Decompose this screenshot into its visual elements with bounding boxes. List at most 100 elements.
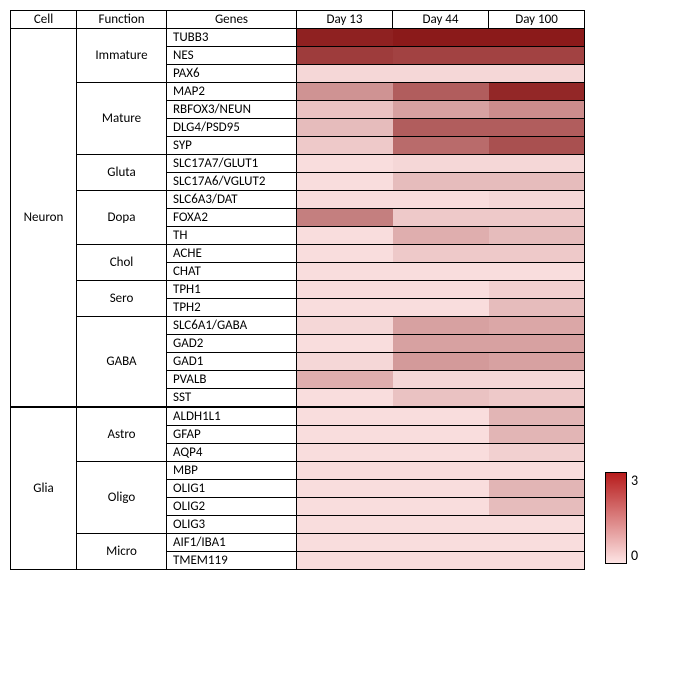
heat-cell xyxy=(489,245,585,263)
heat-cell xyxy=(393,281,489,299)
heat-cell xyxy=(489,101,585,119)
heat-cell xyxy=(489,480,585,498)
heat-cell xyxy=(393,173,489,191)
gene-label: AIF1/IBA1 xyxy=(167,534,297,552)
header-genes: Genes xyxy=(167,11,297,29)
heat-cell xyxy=(393,299,489,317)
gene-label: AQP4 xyxy=(167,444,297,462)
heat-cell xyxy=(297,245,393,263)
table-row: GlutaSLC17A7/GLUT1 xyxy=(11,155,585,173)
gene-label: TPH1 xyxy=(167,281,297,299)
function-label: Chol xyxy=(77,245,167,281)
heat-cell xyxy=(489,317,585,335)
heat-cell xyxy=(393,516,489,534)
header-func: Function xyxy=(77,11,167,29)
function-label: Micro xyxy=(77,534,167,570)
heat-cell xyxy=(489,516,585,534)
gene-label: TMEM119 xyxy=(167,552,297,570)
heat-cell xyxy=(393,191,489,209)
header-cell: Cell xyxy=(11,11,77,29)
heat-cell xyxy=(297,498,393,516)
table-row: MatureMAP2 xyxy=(11,83,585,101)
header-day100: Day 100 xyxy=(489,11,585,29)
gene-label: OLIG2 xyxy=(167,498,297,516)
heat-cell xyxy=(393,209,489,227)
gene-label: FOXA2 xyxy=(167,209,297,227)
heat-cell xyxy=(297,29,393,47)
heat-cell xyxy=(393,335,489,353)
heatmap-table: Cell Function Genes Day 13 Day 44 Day 10… xyxy=(10,10,585,570)
color-legend: 3 0 xyxy=(605,472,638,564)
heat-cell xyxy=(393,389,489,408)
heat-cell xyxy=(489,462,585,480)
function-label: Oligo xyxy=(77,462,167,534)
heat-cell xyxy=(297,263,393,281)
gene-label: PVALB xyxy=(167,371,297,389)
heat-cell xyxy=(297,299,393,317)
heat-cell xyxy=(489,534,585,552)
heat-cell xyxy=(489,155,585,173)
gene-label: GAD1 xyxy=(167,353,297,371)
gene-label: MAP2 xyxy=(167,83,297,101)
heat-cell xyxy=(393,137,489,155)
heat-cell xyxy=(393,245,489,263)
gene-label: TH xyxy=(167,227,297,245)
function-label: Dopa xyxy=(77,191,167,245)
heat-cell xyxy=(393,47,489,65)
table-row: MicroAIF1/IBA1 xyxy=(11,534,585,552)
header-day13: Day 13 xyxy=(297,11,393,29)
heat-cell xyxy=(489,335,585,353)
function-label: Immature xyxy=(77,29,167,83)
heat-cell xyxy=(489,426,585,444)
heat-cell xyxy=(393,119,489,137)
heat-cell xyxy=(393,407,489,426)
heat-cell xyxy=(489,407,585,426)
heat-cell xyxy=(297,191,393,209)
heat-cell xyxy=(297,47,393,65)
heat-cell xyxy=(489,498,585,516)
gene-label: DLG4/PSD95 xyxy=(167,119,297,137)
heat-cell xyxy=(297,534,393,552)
heat-cell xyxy=(393,371,489,389)
heat-cell xyxy=(297,83,393,101)
heat-cell xyxy=(393,462,489,480)
header-day44: Day 44 xyxy=(393,11,489,29)
heat-cell xyxy=(297,155,393,173)
function-label: GABA xyxy=(77,317,167,408)
heat-cell xyxy=(393,29,489,47)
legend-min: 0 xyxy=(631,547,638,564)
gene-label: OLIG3 xyxy=(167,516,297,534)
heat-cell xyxy=(297,480,393,498)
table-row: DopaSLC6A3/DAT xyxy=(11,191,585,209)
gene-label: MBP xyxy=(167,462,297,480)
heat-cell xyxy=(489,173,585,191)
heat-cell xyxy=(297,426,393,444)
heat-cell xyxy=(297,173,393,191)
heat-cell xyxy=(489,263,585,281)
heat-cell xyxy=(393,353,489,371)
heat-cell xyxy=(489,227,585,245)
gene-label: RBFOX3/NEUN xyxy=(167,101,297,119)
heat-cell xyxy=(297,516,393,534)
heat-cell xyxy=(297,407,393,426)
gene-label: NES xyxy=(167,47,297,65)
heat-cell xyxy=(297,389,393,408)
heat-cell xyxy=(297,209,393,227)
heat-cell xyxy=(393,227,489,245)
heat-cell xyxy=(393,263,489,281)
heat-cell xyxy=(297,65,393,83)
gene-label: SLC6A3/DAT xyxy=(167,191,297,209)
legend-max: 3 xyxy=(631,472,638,489)
heat-cell xyxy=(489,552,585,570)
heat-cell xyxy=(393,317,489,335)
heat-cell xyxy=(297,444,393,462)
function-label: Mature xyxy=(77,83,167,155)
heat-cell xyxy=(393,552,489,570)
heat-cell xyxy=(489,29,585,47)
cell-label: Glia xyxy=(11,407,77,570)
table-row: GABASLC6A1/GABA xyxy=(11,317,585,335)
heat-cell xyxy=(489,83,585,101)
gene-label: PAX6 xyxy=(167,65,297,83)
function-label: Gluta xyxy=(77,155,167,191)
heat-cell xyxy=(489,371,585,389)
